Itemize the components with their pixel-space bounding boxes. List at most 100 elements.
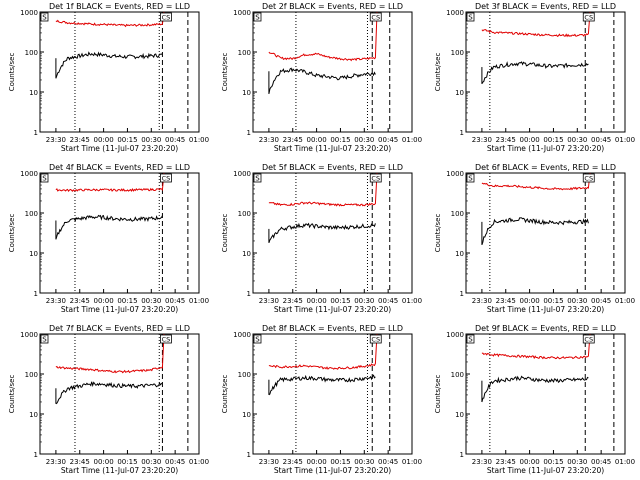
x-tick-label: 00:45	[165, 458, 185, 466]
flag-label-right: CS	[371, 175, 380, 183]
flag-box-right	[369, 12, 382, 22]
y-tick-label: 1	[34, 290, 38, 298]
y-tick-label: 10	[242, 411, 251, 419]
x-tick-label: 01:00	[402, 458, 422, 466]
x-tick-label: 01:00	[402, 136, 422, 144]
flag-label-left: S	[42, 336, 47, 344]
x-axis-label: Start Time (11-Jul-07 23:20:20)	[61, 144, 178, 153]
y-tick-label: 100	[451, 49, 464, 57]
x-tick-label: 23:30	[46, 458, 66, 466]
flag-box-right	[160, 173, 172, 183]
flag-label-right: CS	[162, 175, 171, 183]
x-tick-label: 00:00	[94, 458, 114, 466]
x-tick-label: 23:30	[259, 136, 279, 144]
flag-label-right: CS	[162, 14, 171, 22]
panel-title: Det 8f BLACK = Events, RED = LLD	[262, 324, 403, 333]
y-axis-label: Counts/sec	[221, 375, 229, 414]
series-line-lld	[268, 11, 378, 62]
x-tick-label: 00:30	[567, 297, 587, 305]
flag-box-left	[466, 334, 475, 344]
plot-frame	[252, 333, 413, 455]
x-tick-label: 00:45	[165, 136, 185, 144]
flag-label-right: CS	[371, 336, 380, 344]
x-tick-label: 00:00	[307, 458, 327, 466]
x-tick-label: 23:45	[283, 458, 303, 466]
panel-title: Det 4f BLACK = Events, RED = LLD	[49, 163, 190, 172]
x-tick-label: 00:30	[141, 297, 161, 305]
y-axis-label: Counts/sec	[434, 375, 442, 414]
flag-box-left	[40, 12, 49, 22]
y-axis-label: Counts/sec	[434, 214, 442, 253]
flag-box-right	[369, 173, 382, 183]
x-tick-label: 01:00	[615, 136, 635, 144]
plot-frame	[39, 11, 200, 133]
x-tick-label: 00:15	[543, 297, 563, 305]
x-tick-label: 23:45	[283, 136, 303, 144]
y-tick-label: 1	[460, 129, 464, 137]
y-tick-label: 1	[247, 129, 251, 137]
series-line-lld	[55, 333, 165, 374]
y-tick-label: 1000	[20, 331, 38, 339]
y-tick-label: 10	[29, 89, 38, 97]
flag-label-right: CS	[371, 14, 380, 22]
y-tick-label: 1000	[233, 170, 251, 178]
panel-title: Det 5f BLACK = Events, RED = LLD	[262, 163, 403, 172]
y-tick-label: 10	[29, 411, 38, 419]
x-tick-label: 00:45	[591, 458, 611, 466]
x-tick-label: 00:00	[520, 136, 540, 144]
panel-9: Det 9f BLACK = Events, RED = LLD 1 10 100 10…	[434, 324, 635, 475]
plot-frame	[465, 172, 626, 294]
y-tick-label: 1	[34, 451, 38, 459]
plot-frame	[252, 11, 413, 133]
series-line-events	[55, 214, 163, 240]
x-tick-label: 23:45	[70, 297, 90, 305]
panel-title: Det 7f BLACK = Events, RED = LLD	[49, 324, 190, 333]
y-tick-label: 100	[451, 210, 464, 218]
plot-frame	[465, 333, 626, 455]
y-tick-label: 10	[455, 411, 464, 419]
x-tick-label: 23:45	[283, 297, 303, 305]
x-tick-label: 23:45	[496, 136, 516, 144]
y-tick-label: 100	[238, 371, 251, 379]
x-tick-label: 23:45	[70, 458, 90, 466]
x-tick-label: 23:45	[496, 297, 516, 305]
x-axis-label: Start Time (11-Jul-07 23:20:20)	[61, 466, 178, 475]
flag-label-left: S	[468, 336, 473, 344]
x-tick-label: 00:30	[354, 458, 374, 466]
flag-label-left: S	[255, 14, 260, 22]
y-tick-label: 1	[34, 129, 38, 137]
x-tick-label: 23:45	[70, 136, 90, 144]
panel-title: Det 2f BLACK = Events, RED = LLD	[262, 2, 403, 11]
panel-1: Det 1f BLACK = Events, RED = LLD 1 10 100 10…	[8, 2, 209, 153]
y-tick-label: 1000	[233, 9, 251, 17]
flag-label-left: S	[42, 175, 47, 183]
x-tick-label: 23:30	[46, 297, 66, 305]
panel-7: Det 7f BLACK = Events, RED = LLD 1 10 100 10…	[8, 324, 209, 475]
plot-frame	[39, 333, 200, 455]
series-line-lld	[268, 333, 378, 370]
flag-label-right: CS	[584, 14, 593, 22]
series-line-lld	[55, 11, 165, 28]
flag-box-left	[466, 12, 475, 22]
series-line-events	[268, 222, 376, 243]
x-tick-label: 01:00	[189, 297, 209, 305]
panel-title: Det 9f BLACK = Events, RED = LLD	[475, 324, 616, 333]
plot-frame	[465, 11, 626, 133]
x-tick-label: 01:00	[189, 458, 209, 466]
panel-5: Det 5f BLACK = Events, RED = LLD 1 10 100 10…	[221, 163, 422, 314]
y-tick-label: 1000	[20, 170, 38, 178]
panel-3: Det 3f BLACK = Events, RED = LLD 1 10 100 10…	[434, 2, 635, 153]
x-tick-label: 00:00	[94, 136, 114, 144]
y-tick-label: 100	[25, 371, 38, 379]
x-tick-label: 00:15	[117, 458, 137, 466]
panel-title: Det 3f BLACK = Events, RED = LLD	[475, 2, 616, 11]
x-tick-label: 00:00	[520, 458, 540, 466]
flag-box-left	[253, 334, 262, 344]
y-tick-label: 1	[247, 451, 251, 459]
flag-label-right: CS	[584, 336, 593, 344]
y-tick-label: 1	[247, 290, 251, 298]
x-tick-label: 23:30	[259, 458, 279, 466]
y-axis-label: Counts/sec	[8, 214, 16, 253]
x-axis-label: Start Time (11-Jul-07 23:20:20)	[487, 305, 604, 314]
flag-box-right	[160, 12, 172, 22]
